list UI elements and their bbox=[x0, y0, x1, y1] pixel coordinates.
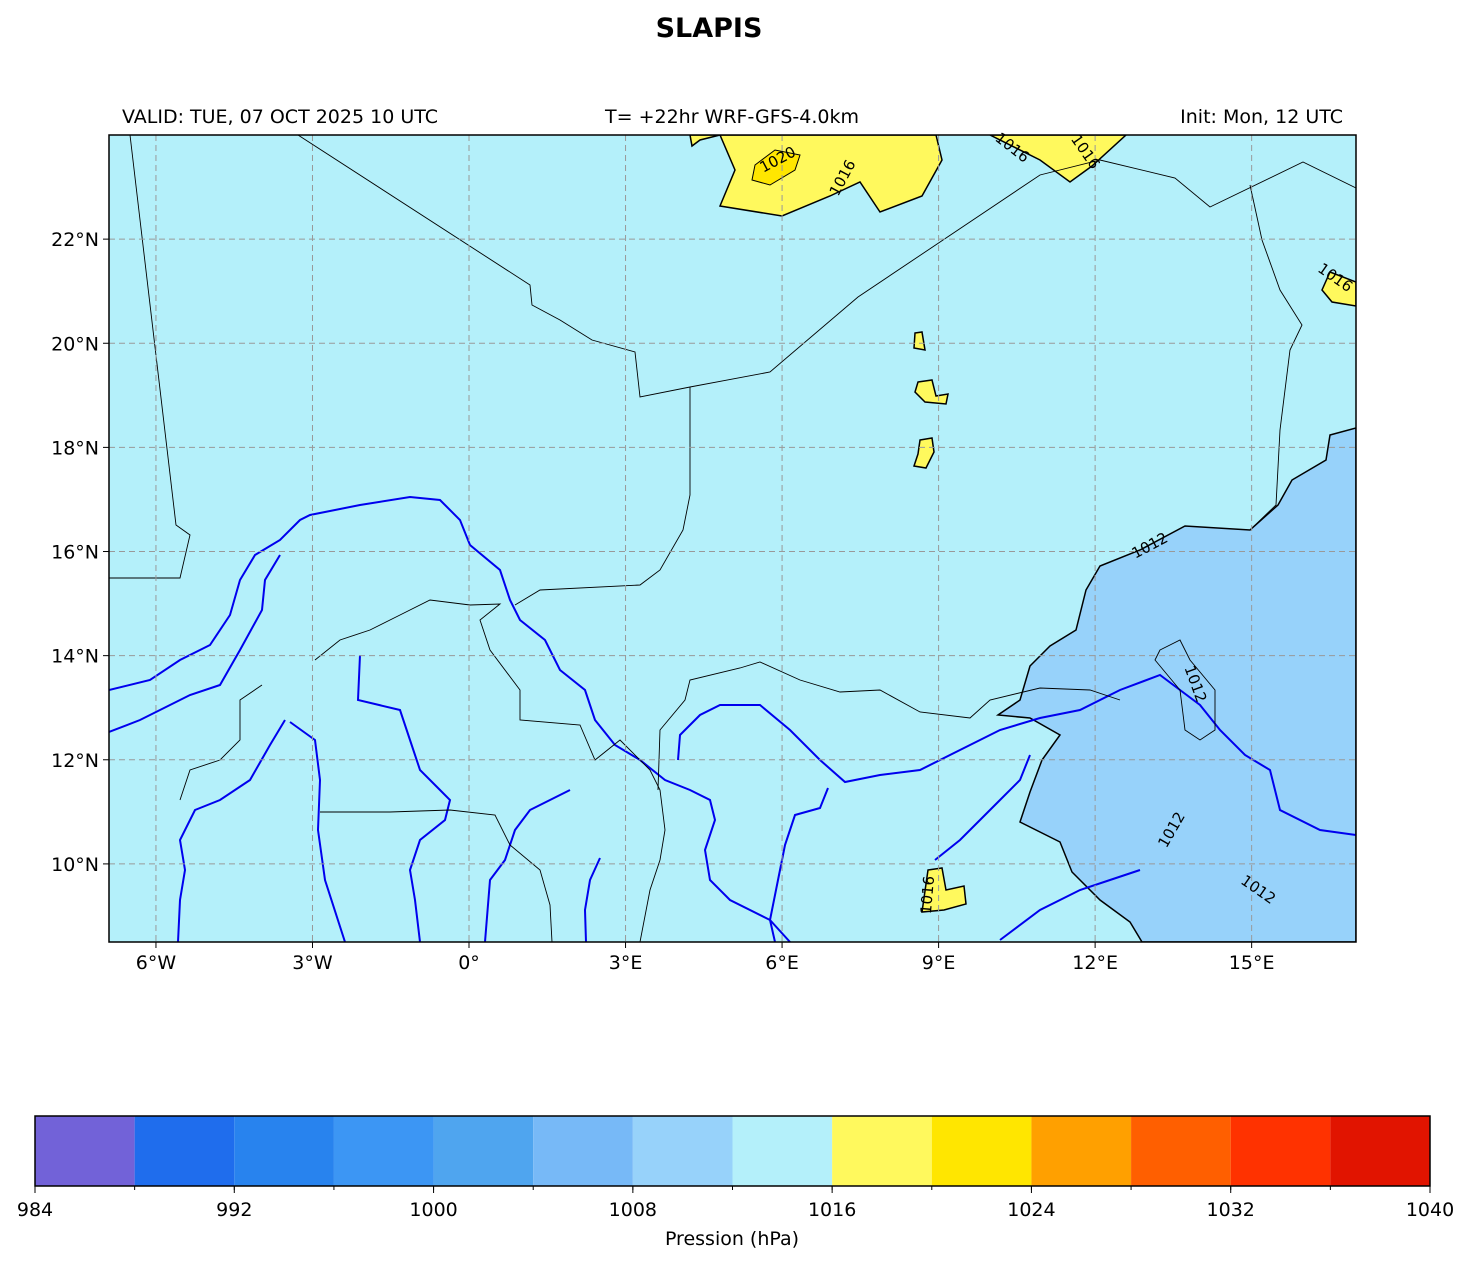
high-pressure-area bbox=[689, 135, 1356, 913]
x-tick-label: 3°W bbox=[292, 952, 333, 974]
colorbar-segment bbox=[732, 1116, 833, 1186]
title: SLAPIS bbox=[656, 13, 763, 44]
high-pressure-core bbox=[751, 149, 801, 186]
y-tick-label: 10°N bbox=[51, 854, 99, 876]
x-tick-label: 12°E bbox=[1072, 952, 1118, 974]
x-tick-label: 15°E bbox=[1229, 952, 1275, 974]
colorbar-tick-label: 1016 bbox=[808, 1199, 856, 1221]
y-tick-label: 14°N bbox=[51, 646, 99, 668]
colorbar-segment bbox=[333, 1116, 434, 1186]
x-tick-label: 9°E bbox=[922, 952, 956, 974]
colorbar-tick-label: 1000 bbox=[409, 1199, 457, 1221]
colorbar-segment bbox=[931, 1116, 1032, 1186]
borders bbox=[109, 135, 1356, 942]
colorbar-tick-label: 984 bbox=[17, 1199, 53, 1221]
x-tick-label: 3°E bbox=[609, 952, 643, 974]
colorbar-segment bbox=[832, 1116, 932, 1186]
colorbar-frame bbox=[34, 1115, 1431, 1187]
x-tick-label: 6°W bbox=[136, 952, 177, 974]
y-tick-label: 18°N bbox=[51, 437, 99, 459]
colorbar-segment bbox=[134, 1116, 235, 1186]
low-pressure-area bbox=[995, 427, 1356, 942]
forecast-info: T= +22hr WRF-GFS-4.0km bbox=[604, 106, 859, 128]
y-tick-label: 16°N bbox=[51, 542, 99, 564]
map-area bbox=[109, 135, 1356, 942]
contour-label: 1016 bbox=[917, 875, 938, 915]
colorbar-segment bbox=[632, 1116, 733, 1186]
rivers bbox=[109, 495, 1356, 942]
colorbar-tick-label: 1032 bbox=[1207, 1199, 1255, 1221]
colorbar-label: Pression (hPa) bbox=[665, 1228, 799, 1250]
colorbar-segment bbox=[1230, 1116, 1331, 1186]
colorbar-tick-label: 1024 bbox=[1007, 1199, 1055, 1221]
colorbar-segment bbox=[433, 1116, 534, 1186]
y-tick-label: 12°N bbox=[51, 750, 99, 772]
x-tick-label: 6°E bbox=[765, 952, 799, 974]
colorbar-segment bbox=[35, 1116, 135, 1186]
colorbar-segment bbox=[1131, 1116, 1231, 1186]
colorbar-segment bbox=[1031, 1116, 1132, 1186]
y-tick-label: 22°N bbox=[51, 229, 99, 251]
init-time: Init: Mon, 12 UTC bbox=[1180, 106, 1343, 128]
colorbar-segment bbox=[234, 1116, 334, 1186]
colorbar-tick-label: 992 bbox=[216, 1199, 252, 1221]
x-tick-label: 0° bbox=[458, 952, 480, 974]
colorbar-tick-label: 1040 bbox=[1406, 1199, 1454, 1221]
y-tick-label: 20°N bbox=[51, 333, 99, 355]
map-frame bbox=[108, 134, 1357, 943]
valid-time: VALID: TUE, 07 OCT 2025 10 UTC bbox=[122, 106, 438, 128]
colorbar-segment bbox=[533, 1116, 633, 1186]
colorbar-segment bbox=[1330, 1116, 1430, 1186]
colorbar-tick-label: 1008 bbox=[609, 1199, 657, 1221]
